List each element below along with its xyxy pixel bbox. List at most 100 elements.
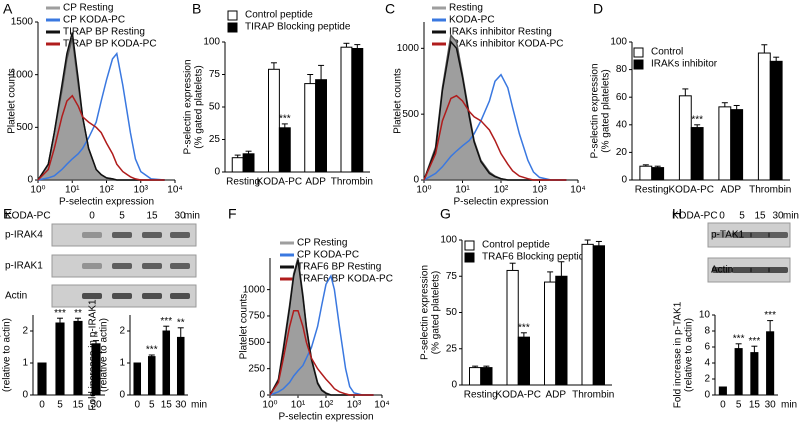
legend-label: IRAKs inhibitor KODA-PC: [449, 39, 563, 50]
histogram-curve: [269, 273, 374, 396]
bar: [544, 281, 557, 386]
bar: [304, 83, 317, 173]
row-label: Actin: [711, 265, 733, 276]
y-tick-label: 50: [446, 307, 458, 318]
bar: [133, 362, 142, 396]
y-axis-label: (relative to actin): [2, 318, 13, 392]
treatment-label: KODA-PC: [5, 211, 51, 222]
row-label: p-IRAK1: [5, 261, 43, 272]
y-axis-label: Platelet counts: [7, 68, 18, 134]
x-tick-label: 15: [72, 400, 84, 411]
x-tick-label: Thrombin: [572, 390, 614, 401]
y-tick-label: 60: [616, 92, 628, 103]
lane-label: 5: [119, 211, 125, 222]
y-tick-label: 0: [214, 167, 220, 178]
x-tick-label: ADP: [305, 177, 326, 188]
blot-band: [750, 232, 770, 238]
y-axis-label: Platelet counts: [239, 294, 250, 360]
bar: [351, 48, 364, 173]
lane-label: 15: [146, 211, 158, 222]
blot-band: [732, 232, 752, 238]
bar: [37, 362, 47, 396]
lane-label: 0: [719, 211, 725, 222]
panel-label: D: [593, 1, 603, 17]
blot-band: [142, 263, 162, 269]
blot-band: [112, 263, 132, 269]
legend-label: TIRAP BP Resting: [63, 27, 145, 38]
y-tick-label: 2: [119, 326, 125, 337]
blot-band: [142, 232, 162, 238]
blot-band: [768, 267, 788, 273]
y-axis-label: Platelet counts: [393, 68, 404, 134]
significance: ***: [160, 316, 172, 327]
bar: [278, 127, 291, 173]
y-tick-label: 100: [440, 235, 457, 246]
panel-label: C: [385, 1, 395, 17]
y-tick-label: 75: [209, 69, 221, 80]
y-tick-label: 250: [248, 363, 265, 374]
legend-swatch: [227, 10, 238, 21]
blot-band: [112, 232, 132, 238]
legend-label: CP KODA-PC: [297, 250, 359, 261]
bar: [162, 330, 171, 396]
panel-label: B: [192, 1, 201, 17]
bar: [242, 153, 255, 173]
significance: **: [177, 317, 185, 328]
bar: [340, 46, 353, 173]
y-tick-label: 2: [22, 326, 28, 337]
y-axis-label: Fold increase in p-TAK1: [673, 301, 684, 408]
y-tick-label: 100: [610, 37, 627, 48]
y-tick-label: 750: [248, 311, 265, 322]
histogram-curve: [36, 37, 165, 181]
legend-swatch: [227, 22, 238, 33]
panel-label: F: [228, 206, 237, 222]
x-tick-label: ADP: [720, 185, 741, 196]
y-tick-label: 500: [402, 109, 419, 120]
y-axis-label: (% gated platelets): [194, 65, 205, 148]
legend-label: Control peptide: [245, 10, 313, 21]
x-tick-label: 0: [720, 400, 726, 411]
x-tick-label: 10⁴: [374, 400, 389, 411]
y-tick-label: 4: [704, 358, 710, 369]
legend-label: Control: [651, 47, 683, 58]
blot-band: [712, 267, 732, 273]
bar: [718, 386, 727, 396]
blot-band: [712, 232, 732, 238]
x-tick-label: 5: [736, 400, 742, 411]
x-tick-label: 10⁰: [30, 185, 45, 196]
blot-band: [82, 232, 102, 238]
bar: [91, 343, 101, 396]
bar: [581, 243, 594, 386]
bar: [517, 336, 530, 386]
legend-label: Control peptide: [482, 240, 550, 251]
significance: ***: [691, 114, 703, 125]
unit-label: min: [184, 211, 200, 222]
legend-swatch: [633, 59, 644, 70]
y-tick-label: 75: [446, 271, 458, 282]
x-axis-label: min: [781, 400, 797, 411]
y-axis-label: Fold increase in p-IRAK4: [0, 299, 2, 411]
blot-band: [112, 293, 132, 299]
lane-label: 15: [754, 211, 766, 222]
histogram-curve: [37, 32, 165, 181]
bar: [469, 367, 482, 386]
histogram-curve: [422, 33, 567, 181]
histogram-curve: [269, 309, 374, 396]
x-tick-label: 10⁴: [167, 185, 182, 196]
bar: [592, 245, 605, 386]
x-tick-label: 10⁴: [570, 185, 585, 196]
x-tick-label: 10⁰: [416, 185, 431, 196]
panel-label: G: [440, 206, 451, 222]
x-tick-label: 10⁰: [262, 400, 277, 411]
bar: [690, 127, 704, 181]
y-tick-label: 1000: [11, 69, 34, 80]
bar: [315, 79, 327, 173]
blot-band: [768, 232, 788, 238]
significance: ***: [764, 310, 776, 321]
significance: ***: [54, 308, 66, 319]
bar: [730, 109, 744, 181]
unit-label: min: [783, 211, 799, 222]
y-axis-label: (% gated platelets): [601, 69, 612, 152]
x-tick-label: 5: [57, 400, 63, 411]
